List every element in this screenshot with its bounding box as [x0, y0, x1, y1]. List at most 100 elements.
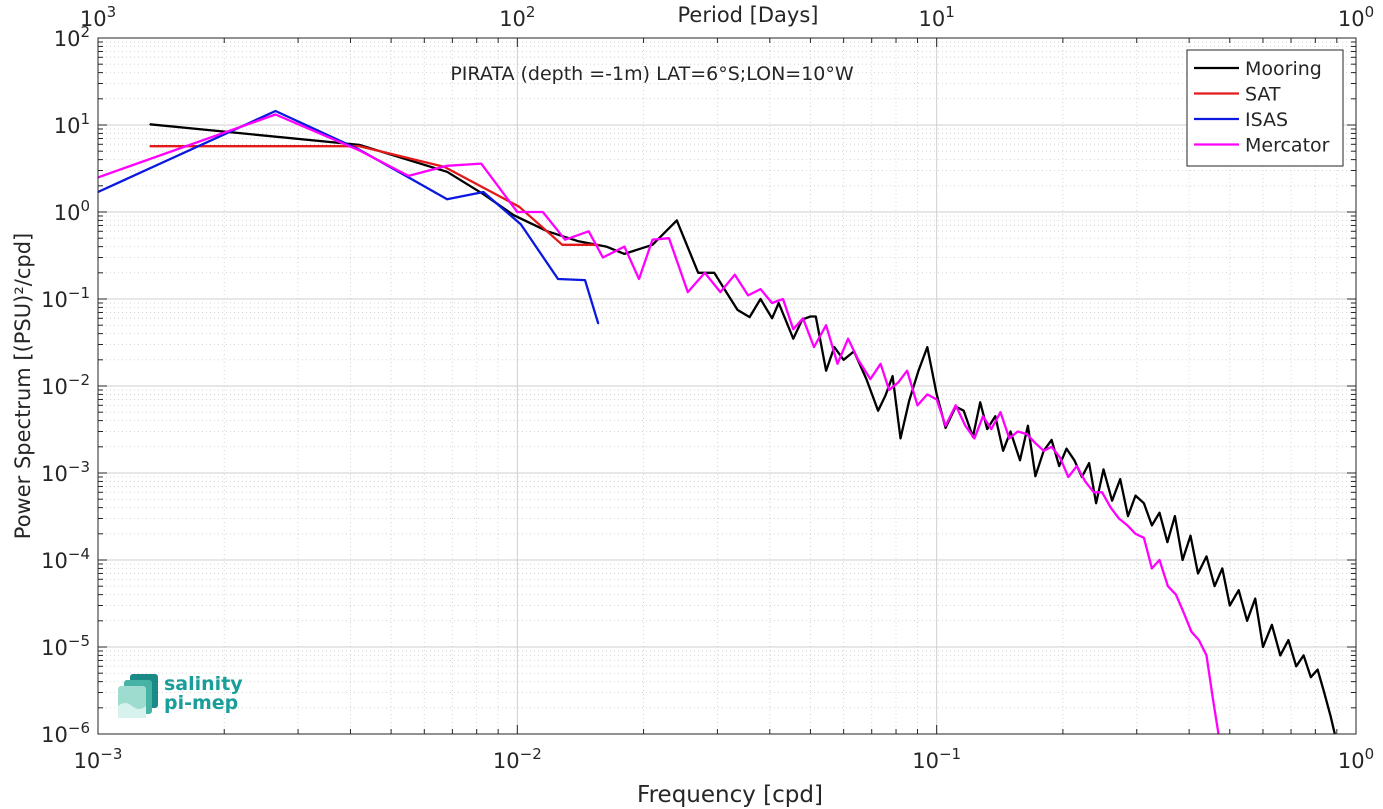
- data-point-mercator: [1034, 442, 1036, 444]
- data-point-mooring: [1271, 624, 1273, 626]
- y-tick-label: 10−3: [41, 458, 90, 486]
- data-point-mercator: [1043, 450, 1045, 452]
- data-point-mooring: [963, 410, 965, 412]
- data-point-mercator: [480, 163, 482, 165]
- data-point-mooring: [936, 393, 938, 395]
- data-point-mercator: [1008, 437, 1010, 439]
- data-point-mercator: [945, 425, 947, 427]
- data-point-mercator: [771, 302, 773, 304]
- legend-label-isas: ISAS: [1245, 109, 1288, 131]
- data-point-mercator: [1026, 433, 1028, 435]
- top-tick-label: 102: [499, 3, 535, 31]
- data-point-mercator: [1205, 654, 1208, 657]
- data-point-mercator: [638, 278, 640, 280]
- data-point-mercator: [1118, 517, 1120, 520]
- data-point-mooring: [877, 410, 879, 412]
- data-point-mercator: [916, 404, 919, 406]
- data-point-mooring: [1073, 459, 1075, 461]
- data-point-mercator: [999, 411, 1002, 413]
- salinity-pi-mep-logo: salinity pi-mep: [116, 672, 256, 722]
- data-point-mercator: [734, 274, 736, 276]
- data-point-mooring: [676, 219, 678, 221]
- data-point-mercator: [1158, 559, 1161, 561]
- legend: Mooring SAT ISAS Mercator: [1186, 49, 1344, 167]
- data-point-mercator: [1212, 698, 1214, 701]
- data-point-mercator: [1126, 524, 1128, 527]
- data-point-mooring: [792, 338, 794, 340]
- data-point-isas: [274, 110, 277, 112]
- data-point-mooring: [1262, 646, 1264, 648]
- data-point-mooring: [1189, 535, 1192, 537]
- data-point-mooring: [825, 370, 827, 372]
- data-point-mercator: [1143, 537, 1145, 539]
- y-tick-label: 10−2: [41, 371, 90, 399]
- data-point-mooring: [1279, 654, 1281, 657]
- data-point-mercator: [955, 404, 957, 406]
- data-point-mooring: [1119, 478, 1121, 480]
- data-point-mooring: [884, 394, 887, 396]
- data-point-mooring: [1034, 475, 1036, 477]
- data-point-mooring: [1102, 468, 1105, 470]
- data-point-isas: [520, 223, 522, 225]
- data-point-mooring: [725, 291, 727, 293]
- series-layer: [97, 109, 1336, 735]
- data-point-mercator: [759, 288, 762, 290]
- data-point-mooring: [1295, 665, 1297, 667]
- legend-label-sat: SAT: [1245, 84, 1281, 106]
- data-point-mooring: [815, 315, 817, 318]
- data-point-mercator: [1017, 430, 1019, 433]
- data-point-mooring: [843, 359, 845, 361]
- data-point-mercator: [982, 415, 984, 417]
- logo-line-2: pi-mep: [164, 692, 239, 714]
- data-point-mooring: [651, 244, 654, 246]
- data-point-mercator: [792, 328, 794, 330]
- data-point-mercator: [1059, 457, 1061, 459]
- data-point-mercator: [813, 346, 815, 348]
- data-point-sat: [597, 244, 599, 246]
- data-point-sat: [518, 206, 520, 208]
- series-line-mercator: [97, 113, 1220, 735]
- data-point-mercator: [964, 425, 966, 427]
- top-tick-label: 103: [80, 3, 116, 31]
- x-tick-label: 10−3: [74, 745, 123, 773]
- data-point-sat: [149, 145, 151, 147]
- data-point-mooring: [1134, 495, 1137, 497]
- data-point-mooring: [1002, 450, 1004, 452]
- data-point-mercator: [564, 239, 566, 241]
- data-point-mooring: [1303, 654, 1305, 657]
- data-point-isas: [407, 176, 410, 178]
- data-point-mercator: [1076, 465, 1078, 467]
- top-tick-label: 101: [919, 3, 955, 31]
- data-point-mercator: [906, 370, 908, 372]
- chart-title: PIRATA (depth =-1m) LAT=6°S;LON=10°W: [450, 63, 854, 85]
- data-point-isas: [597, 323, 599, 325]
- data-point-mooring: [1019, 459, 1021, 461]
- y-tick-label: 10−4: [41, 545, 90, 573]
- data-point-mercator: [274, 113, 277, 116]
- data-point-mooring: [1238, 589, 1240, 591]
- data-point-mooring: [482, 193, 484, 195]
- top-tick-label: 100: [1338, 3, 1374, 31]
- data-point-mooring: [1254, 598, 1256, 600]
- data-point-sat: [561, 244, 563, 246]
- data-point-mercator: [747, 294, 749, 296]
- data-point-isas: [584, 279, 586, 281]
- data-point-mooring: [778, 302, 780, 304]
- data-point-isas: [482, 191, 484, 193]
- data-point-mooring: [749, 316, 751, 318]
- data-point-mooring: [926, 346, 928, 348]
- data-point-mooring: [865, 378, 868, 380]
- data-point-mooring: [736, 309, 739, 311]
- major-grid: [97, 37, 1357, 735]
- data-point-mercator: [1101, 491, 1103, 493]
- y-tick-label: 10−6: [41, 719, 90, 747]
- data-point-mercator: [897, 381, 899, 383]
- data-point-mercator: [407, 175, 410, 177]
- data-point-mercator: [869, 378, 872, 380]
- data-point-mercator: [1110, 507, 1112, 509]
- data-point-mooring: [1151, 524, 1153, 527]
- data-point-mooring: [1051, 439, 1053, 441]
- data-point-mooring: [1246, 620, 1248, 622]
